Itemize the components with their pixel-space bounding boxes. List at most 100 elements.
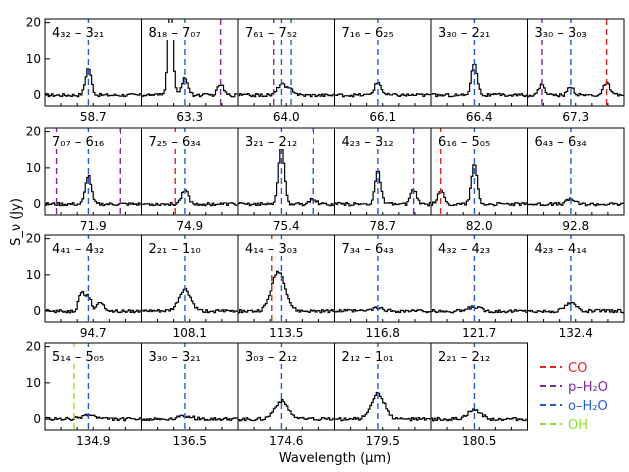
panel-13: 4₄₁ – 4₃₂ 94.7 [44, 234, 142, 340]
panel-3: 7₆₁ – 7₅₂ 64.0 [237, 18, 335, 124]
y-tick-label: 10 [26, 376, 41, 390]
spectrum-line [141, 414, 238, 422]
wavelength-label: 66.1 [369, 110, 396, 124]
y-tick-label: 0 [33, 88, 41, 102]
panel-15: 4₁₄ – 3₀₃ 113.5 [237, 234, 335, 340]
y-tick-label: 10 [26, 268, 41, 282]
wavelength-label: 179.5 [366, 434, 400, 448]
transition-label: 7₆₁ – 7₅₂ [245, 26, 297, 41]
panel-9: 3₂₁ – 2₁₂ 75.4 [237, 127, 335, 233]
wavelength-label: 116.8 [366, 326, 400, 340]
spectrum-line [238, 399, 335, 422]
wavelength-label: 113.5 [269, 326, 303, 340]
wavelength-label: 132.4 [559, 326, 593, 340]
transition-label: 4₃₂ – 4₂₃ [438, 242, 490, 257]
panel-22: 2₁₂ – 1₀₁ 179.5 [334, 342, 432, 448]
panel-18: 4₂₃ – 4₁₄ 132.4 [527, 234, 625, 340]
transition-label: 7₂₅ – 6₃₄ [149, 135, 201, 150]
panel-2: 8₁₈ – 7₀₇ 63.3 [141, 18, 239, 124]
y-axis-row-1: 0 10 20 [26, 16, 50, 102]
wavelength-label: 174.6 [269, 434, 303, 448]
spectrum-line [527, 81, 624, 98]
legend-entry-ph2o: p–H₂O [540, 380, 608, 395]
transition-label: 3₃₀ – 3₂₁ [149, 350, 201, 365]
spectrum-line [334, 391, 431, 422]
legend: CO p–H₂O o–H₂O OH [540, 361, 608, 433]
spectrum-line [45, 290, 142, 314]
panel-17: 4₃₂ – 4₂₃ 121.7 [430, 234, 528, 340]
transition-label: 5₁₄ – 5₀₅ [52, 350, 104, 365]
spectrum-line [431, 164, 528, 207]
spectrum-line [527, 197, 624, 207]
panel-4: 7₁₆ – 6₂₅ 66.1 [334, 18, 432, 124]
spectrum-line [334, 170, 431, 207]
y-tick-label: 20 [26, 16, 41, 30]
x-axis-label: Wavelength (μm) [279, 451, 391, 466]
transition-label: 3₃₀ – 3₀₃ [535, 26, 587, 41]
spectrum-line [431, 408, 528, 422]
y-axis-label: S_ν (Jy) [9, 198, 24, 246]
panel-20: 3₃₀ – 3₂₁ 136.5 [141, 342, 239, 448]
spectrum-line [527, 301, 624, 314]
panel-16: 7₃₄ – 6₄₃ 116.8 [334, 234, 432, 340]
spectrum-line [45, 413, 142, 422]
wavelength-label: 63.3 [176, 110, 203, 124]
spectrum-line [141, 19, 238, 98]
y-axes-group: 0 10 20 0 10 20 0 10 20 0 10 20 [26, 16, 50, 426]
spectrum-line [45, 174, 142, 207]
panel-19: 5₁₄ – 5₀₅ 134.9 [44, 342, 142, 448]
legend-entry-oh2o: o–H₂O [540, 399, 608, 414]
wavelength-label: 74.9 [176, 219, 203, 233]
transition-label: 3₀₃ – 2₁₂ [245, 350, 297, 365]
transition-label: 3₃₀ – 2₂₁ [438, 26, 490, 41]
panel-6: 3₃₀ – 3₀₃ 67.3 [527, 18, 625, 124]
legend-label: CO [568, 361, 587, 376]
y-tick-label: 0 [33, 412, 41, 426]
spectrum-line [238, 146, 335, 207]
wavelength-label: 180.5 [462, 434, 496, 448]
legend-label: OH [568, 418, 588, 433]
legend-label: o–H₂O [568, 399, 608, 414]
transition-label: 7₃₄ – 6₄₃ [342, 242, 394, 257]
wavelength-label: 66.4 [466, 110, 493, 124]
transition-label: 2₂₁ – 1₁₀ [149, 242, 201, 257]
spectrum-line [141, 287, 238, 314]
wavelength-label: 67.3 [562, 110, 589, 124]
wavelength-label: 71.9 [80, 219, 107, 233]
spectrum-line [334, 306, 431, 314]
transition-label: 3₂₁ – 2₁₂ [245, 135, 297, 150]
spectrum-line [334, 82, 431, 98]
legend-entry-oh: OH [540, 418, 588, 433]
panel-12: 6₄₃ – 6₃₄ 92.8 [527, 127, 625, 233]
wavelength-label: 136.5 [173, 434, 207, 448]
panel-7: 7₀₇ – 6₁₆ 71.9 [44, 127, 142, 233]
panel-1: 4₃₂ – 3₂₁ 58.7 [44, 18, 142, 124]
y-tick-label: 20 [26, 340, 41, 354]
transition-label: 6₄₃ – 6₃₄ [535, 135, 587, 150]
wavelength-label: 92.8 [562, 219, 589, 233]
transition-label: 4₂₃ – 4₁₄ [535, 242, 587, 257]
y-tick-label: 20 [26, 125, 41, 139]
transition-label: 4₃₂ – 3₂₁ [52, 26, 104, 41]
transition-label: 4₄₁ – 4₃₂ [52, 242, 104, 257]
wavelength-label: 121.7 [462, 326, 496, 340]
transition-label: 2₂₁ – 2₁₂ [438, 350, 490, 365]
transition-label: 6₁₆ – 5₀₅ [438, 135, 490, 150]
transition-label: 7₁₆ – 6₂₅ [342, 26, 394, 41]
y-tick-label: 0 [33, 197, 41, 211]
wavelength-label: 58.7 [80, 110, 107, 124]
y-tick-label: 10 [26, 161, 41, 175]
panel-11: 6₁₆ – 5₀₅ 82.0 [430, 127, 528, 233]
wavelength-label: 82.0 [466, 219, 493, 233]
wavelength-label: 134.9 [76, 434, 110, 448]
transition-label: 4₁₄ – 3₀₃ [245, 242, 297, 257]
panel-14: 2₂₁ – 1₁₀ 108.1 [141, 234, 239, 340]
wavelength-label: 78.7 [369, 219, 396, 233]
spectrum-line [431, 63, 528, 98]
spectrum-line [238, 82, 335, 98]
transition-label: 7₀₇ – 6₁₆ [52, 135, 104, 150]
legend-label: p–H₂O [568, 380, 608, 395]
transition-label: 8₁₈ – 7₀₇ [149, 26, 201, 41]
